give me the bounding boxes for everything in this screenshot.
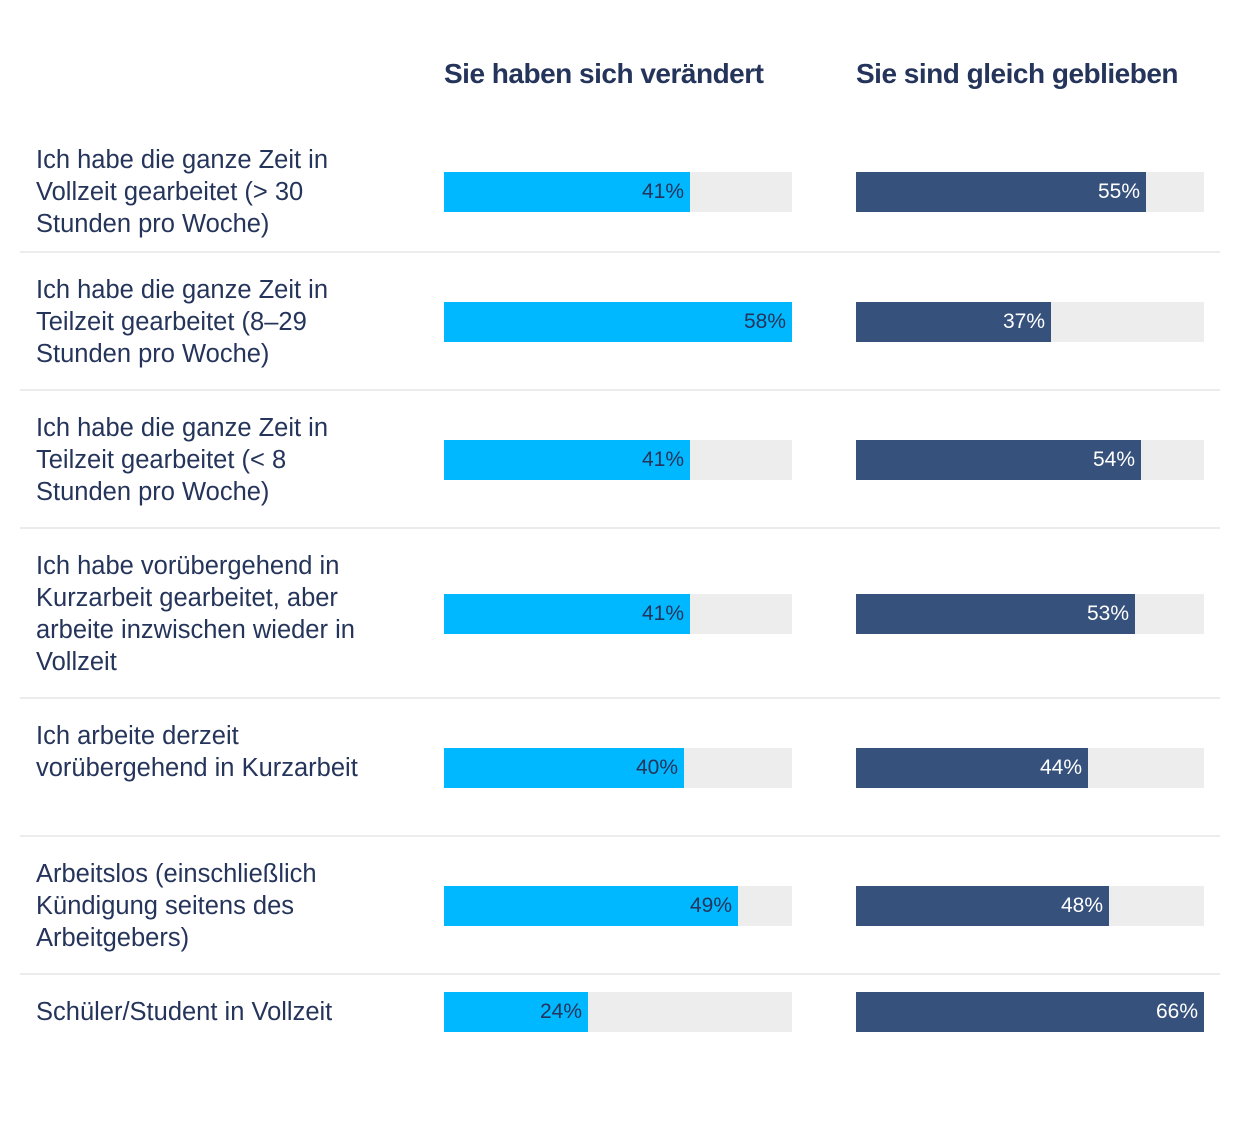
- bar-value-label: 41%: [641, 179, 684, 203]
- category-label: Ich arbeite derzeit vorübergehend in Kur…: [36, 722, 358, 782]
- bar: [856, 302, 1051, 342]
- bar-value-label: 54%: [1092, 448, 1135, 471]
- bar-value-label: 58%: [743, 310, 786, 333]
- bar: [444, 594, 690, 634]
- column-header-changed: Sie haben sich verändert: [444, 58, 764, 89]
- bar-value-label: 37%: [1002, 310, 1045, 333]
- bar-value-label: 41%: [641, 448, 684, 471]
- bar-value-label: 44%: [1039, 756, 1082, 779]
- bar-track: 55%: [856, 171, 1204, 212]
- bar-track: 41%: [444, 440, 792, 480]
- bar: [444, 991, 588, 1032]
- bar: [856, 440, 1141, 480]
- bar-track: 37%: [856, 302, 1204, 342]
- bar-track: 44%: [856, 748, 1204, 788]
- category-label: Ich habe die ganze Zeit in Teilzeit gear…: [36, 276, 329, 368]
- bar: [444, 171, 690, 212]
- bar: [856, 748, 1088, 788]
- bar: [856, 886, 1109, 926]
- bar-track: 41%: [444, 594, 792, 634]
- bar-track: 24%: [444, 991, 792, 1032]
- chart-row: Ich habe vorübergehend in Kurzarbeit gea…: [20, 529, 1220, 699]
- bar-value-label: 41%: [641, 602, 684, 625]
- bar-track: 48%: [856, 886, 1204, 926]
- bar-track: 66%: [856, 991, 1204, 1032]
- chart-row: Ich arbeite derzeit vorübergehend in Kur…: [20, 699, 1220, 837]
- bar-value-label: 40%: [635, 756, 678, 779]
- bar-value-label: 24%: [539, 999, 582, 1023]
- bar-track: 41%: [444, 171, 792, 212]
- bar: [444, 886, 738, 926]
- chart-row: Schüler/Student in Vollzeit 24% 66%: [20, 975, 1220, 1048]
- category-label: Ich habe die ganze Zeit in Teilzeit gear…: [36, 414, 329, 506]
- bar-track: 53%: [856, 594, 1204, 634]
- column-header-same: Sie sind gleich geblieben: [856, 58, 1179, 89]
- bar: [444, 440, 690, 480]
- bar-track: 49%: [444, 886, 792, 926]
- chart-row: Arbeitslos (einschließlich Kündigung sei…: [20, 837, 1220, 975]
- bar-track: 54%: [856, 440, 1204, 480]
- chart-row: Ich habe die ganze Zeit in Teilzeit gear…: [20, 253, 1220, 391]
- bar-track: 40%: [444, 748, 792, 788]
- bar-value-label: 66%: [1155, 999, 1198, 1023]
- category-label: Arbeitslos (einschließlich Kündigung sei…: [36, 860, 317, 952]
- chart-row: Ich habe die ganze Zeit in Teilzeit gear…: [20, 391, 1220, 529]
- category-label: Ich habe die ganze Zeit in Vollzeit gear…: [36, 145, 329, 238]
- category-label: Ich habe vorübergehend in Kurzarbeit gea…: [36, 552, 355, 676]
- bar-value-label: 55%: [1097, 179, 1140, 203]
- bar: [856, 991, 1204, 1032]
- bar-value-label: 53%: [1086, 602, 1129, 625]
- category-label: Schüler/Student in Vollzeit: [36, 997, 333, 1026]
- bar-value-label: 48%: [1060, 894, 1103, 917]
- bar-track: 58%: [444, 302, 792, 342]
- bar: [856, 171, 1146, 212]
- bar: [856, 594, 1135, 634]
- bar: [444, 302, 792, 342]
- chart-row: Ich habe die ganze Zeit in Vollzeit gear…: [20, 130, 1220, 253]
- bar: [444, 748, 684, 788]
- bar-value-label: 49%: [689, 894, 732, 917]
